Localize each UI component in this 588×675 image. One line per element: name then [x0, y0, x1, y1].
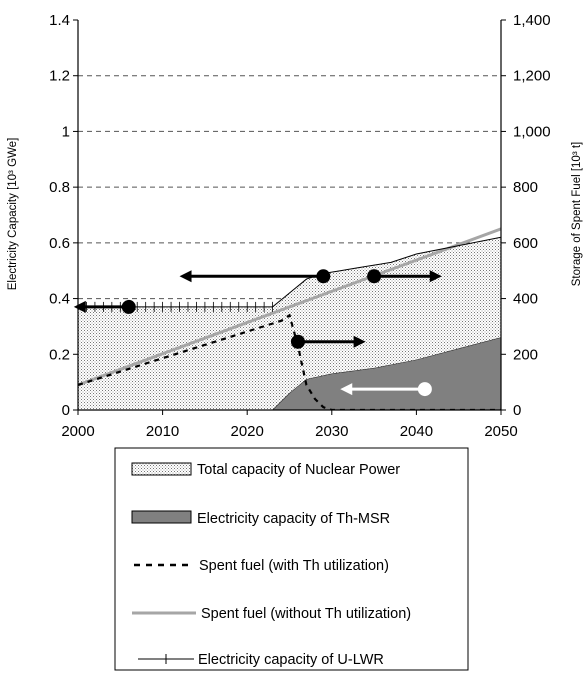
legend-item-th-msr: Electricity capacity of Th-MSR — [131, 510, 390, 527]
y-right-tick-label: 800 — [513, 179, 538, 196]
th-msr-area — [78, 337, 501, 410]
y-left-tick-label: 0 — [62, 402, 70, 419]
y-left-tick-label: 1.2 — [49, 68, 70, 85]
x-tick-label: 2010 — [146, 423, 179, 440]
legend-item-total-capacity: Total capacity of Nuclear Power — [131, 462, 400, 478]
spent-fuel-without-th-line — [78, 227, 501, 387]
x-tick-label: 2020 — [231, 423, 264, 440]
y-right-tick-label: 200 — [513, 346, 538, 363]
axes — [73, 19, 506, 415]
y-left-tick-label: 0.6 — [49, 235, 70, 252]
x-tick-label: 2050 — [484, 423, 517, 440]
annotation-dot — [290, 334, 305, 349]
annotation-arrow-head — [429, 270, 442, 283]
annotation-arrow-head — [340, 383, 353, 396]
annotation-dot — [367, 269, 382, 284]
legend-label: Electricity capacity of U-LWR — [198, 652, 384, 668]
legend-label: Spent fuel (with Th utilization) — [199, 558, 389, 574]
area-layer — [78, 237, 501, 410]
y-right-tick-label: 0 — [513, 402, 521, 419]
y-left-tick-label: 1 — [62, 123, 70, 140]
x-tick-label: 2030 — [315, 423, 348, 440]
annotation-arrow-head — [179, 270, 192, 283]
legend-item-u-lwr: Electricity capacity of U-LWR — [138, 652, 384, 668]
y-left-tick-label: 1.4 — [49, 12, 70, 29]
y-right-tick-label: 400 — [513, 291, 538, 308]
x-tick-label: 2000 — [61, 423, 94, 440]
legend-label: Total capacity of Nuclear Power — [197, 462, 400, 478]
y-right-tick-label: 1,200 — [513, 68, 551, 85]
y-right-tick-label: 1,400 — [513, 12, 551, 29]
y-right-tick-label: 1,000 — [513, 123, 551, 140]
line-layer — [78, 227, 501, 410]
y-left-tick-label: 0.8 — [49, 179, 70, 196]
u-lwr-line — [78, 236, 501, 308]
annotation-layer — [73, 269, 442, 397]
legend-swatch-dark — [131, 510, 192, 524]
legend-item-spent-with-th: Spent fuel (with Th utilization) — [134, 558, 389, 574]
y-axis-left-title: Electricity Capacity [10³ GWe] — [7, 138, 19, 291]
legend-item-spent-without-th: Spent fuel (without Th utilization) — [132, 606, 411, 622]
legend-swatch-dotted — [131, 462, 192, 476]
annotation-arrow-head — [73, 300, 86, 313]
y-right-tick-label: 600 — [513, 235, 538, 252]
annotation-dot — [417, 382, 432, 397]
legend-label: Electricity capacity of Th-MSR — [197, 511, 390, 527]
legend-box — [114, 447, 469, 671]
y-left-tick-label: 0.4 — [49, 291, 70, 308]
legend-label: Spent fuel (without Th utilization) — [201, 606, 411, 622]
spent-fuel-with-th-line — [78, 313, 501, 410]
annotation-dot — [316, 269, 331, 284]
y-axis-right-title: Storage of Spent Fuel [10³ t] — [571, 142, 583, 286]
tick-labels: 0 0 0.2 200 0.4 400 0.6 600 0.8 800 1 1,000 1.2 1,200… — [49, 12, 550, 440]
annotation-dot — [121, 299, 136, 314]
annotation-arrow-head — [353, 335, 366, 348]
legend: Total capacity of Nuclear Power Electric… — [114, 447, 469, 671]
x-tick-label: 2040 — [400, 423, 433, 440]
y-left-tick-label: 0.2 — [49, 346, 70, 363]
